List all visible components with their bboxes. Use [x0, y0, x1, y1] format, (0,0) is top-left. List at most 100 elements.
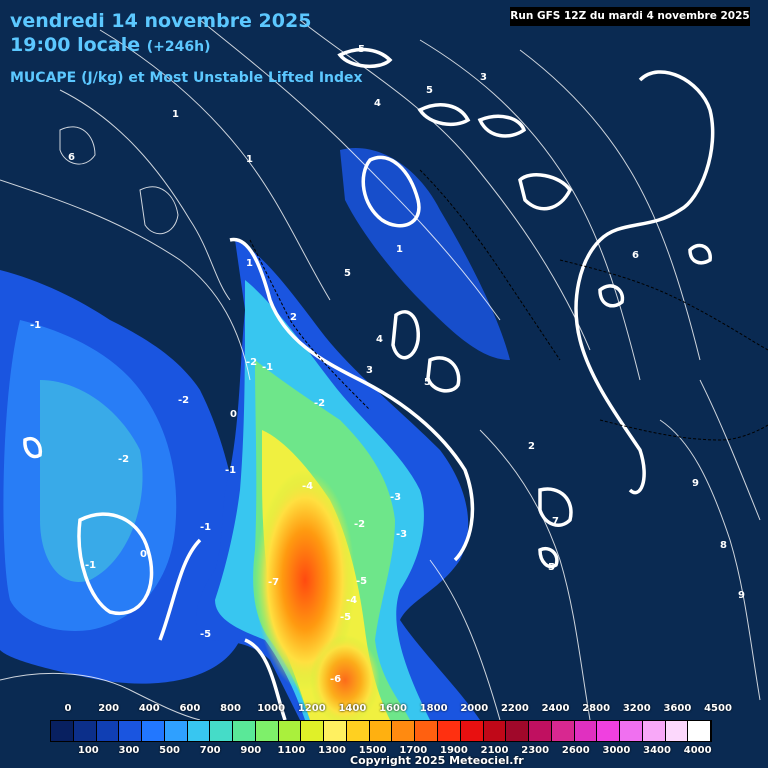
- li-label: -4: [346, 595, 357, 606]
- colorbar-swatch: [688, 721, 712, 741]
- li-label: 9: [692, 478, 699, 489]
- li-label: -2: [246, 357, 257, 368]
- li-label: -5: [356, 576, 367, 587]
- li-label: 7: [552, 516, 559, 527]
- cape-region-west-light: [40, 380, 143, 582]
- li-label: -1: [30, 320, 41, 331]
- colorbar-swatch: [483, 721, 507, 741]
- colorbar-swatch: [278, 721, 302, 741]
- legend-label: 1900: [440, 745, 468, 756]
- colorbar-swatch: [210, 721, 234, 741]
- legend-label: 4000: [683, 745, 712, 756]
- colorbar-swatch: [460, 721, 484, 741]
- parameter-title: MUCAPE (J/kg) et Most Unstable Lifted In…: [10, 70, 363, 86]
- colorbar-swatch: [574, 721, 598, 741]
- legend-label: 2100: [480, 745, 509, 756]
- cape-region-north: [340, 148, 510, 360]
- li-labels: -1 -1 -2 -2 -2 -1 -2 -4 -2 -3 -3 -5 -4 -…: [30, 44, 745, 685]
- li-label: -2: [178, 395, 189, 406]
- li-label: 2: [528, 441, 535, 452]
- legend-label: 2800: [582, 703, 611, 714]
- legend-label: 300: [118, 745, 140, 756]
- colorbar-swatch: [324, 721, 347, 741]
- legend-label: 1800: [419, 703, 448, 714]
- li-label: -2: [354, 519, 365, 530]
- legend-label: 3600: [663, 703, 692, 714]
- li-label: -5: [340, 612, 351, 623]
- legend-label: 100: [77, 745, 99, 756]
- legend-label: 2300: [521, 745, 550, 756]
- colorbar-swatch: [164, 721, 188, 741]
- li-label: 0: [140, 549, 147, 560]
- li-label: 8: [720, 540, 727, 551]
- legend-label: 4500: [704, 703, 732, 714]
- li-label: 1: [246, 258, 253, 269]
- li-label: 5: [344, 268, 351, 279]
- colorbar-swatch: [551, 721, 575, 741]
- li-label: 2: [290, 312, 297, 323]
- li-label: 3: [480, 72, 487, 83]
- li-label: -2: [118, 454, 129, 465]
- legend-label: 1100: [277, 745, 306, 756]
- time-label: 19:00 locale: [10, 34, 141, 56]
- legend-label: 1300: [318, 745, 346, 756]
- li-label: -1: [262, 362, 273, 373]
- li-label: -7: [268, 577, 279, 588]
- li-label: -1: [225, 465, 236, 476]
- date-title: vendredi 14 novembre 2025: [10, 10, 312, 32]
- legend-label: 3400: [643, 745, 671, 756]
- lead-time-label: (+246h): [146, 39, 211, 55]
- colorbar-swatch: [642, 721, 666, 741]
- legend-label: 3200: [622, 703, 651, 714]
- colorbar-swatch: [96, 721, 120, 741]
- li-label: 6: [68, 152, 75, 163]
- li-label: 5: [424, 377, 431, 388]
- colorbar-swatch: [187, 721, 211, 741]
- colorbar-swatch: [142, 721, 165, 741]
- legend-label: 800: [220, 703, 241, 714]
- colorbar-swatch: [51, 721, 74, 741]
- legend-label: 0: [64, 703, 72, 714]
- li-label: 5: [426, 85, 433, 96]
- colorbar-swatch: [597, 721, 621, 741]
- legend-label: 1500: [358, 745, 387, 756]
- legend-label: 2000: [460, 703, 489, 714]
- colorbar-swatch: [392, 721, 416, 741]
- legend-label: 1400: [338, 703, 367, 714]
- colorbar-swatch: [119, 721, 143, 741]
- colorbar-swatch: [369, 721, 393, 741]
- legend-label: 3000: [602, 745, 631, 756]
- li-label: 5: [358, 44, 365, 55]
- li-label: 0: [230, 409, 237, 420]
- legend-label: 700: [199, 745, 221, 756]
- li-label: 9: [738, 590, 745, 601]
- li-label: -1: [85, 560, 96, 571]
- li-label: -2: [314, 398, 325, 409]
- li-label: 6: [632, 250, 639, 261]
- legend-label: 900: [240, 745, 262, 756]
- colorbar-swatch: [346, 721, 370, 741]
- colorbar-swatch: [620, 721, 643, 741]
- borders: [249, 169, 768, 441]
- li-label: 3: [366, 365, 373, 376]
- li-label: 1: [172, 109, 179, 120]
- cape-core: [255, 470, 355, 690]
- colorbar-swatch: [506, 721, 530, 741]
- legend-label: 1600: [379, 703, 407, 714]
- li-label: 4: [376, 334, 383, 345]
- li-zero-contours: [23, 47, 715, 721]
- time-title: 19:00 locale (+246h): [10, 34, 211, 56]
- legend-label: 600: [179, 703, 201, 714]
- colorbar-swatch: [73, 721, 97, 741]
- run-info-badge: Run GFS 12Z du mardi 4 novembre 2025: [510, 7, 750, 26]
- legend-top-labels: 0 200 400 600 800 1000 1200 1400 1600 1800 2000 220…: [0, 703, 768, 717]
- legend-bottom-labels: 100 300 500 700 900 1100 1300 1500 1700 1900 2100 2…: [0, 745, 768, 759]
- legend-label: 2400: [541, 703, 570, 714]
- legend-label: 400: [138, 703, 160, 714]
- legend-label: 2600: [561, 745, 590, 756]
- colorbar-swatch: [415, 721, 439, 741]
- li-label: -1: [200, 522, 211, 533]
- colorbar-swatch: [529, 721, 552, 741]
